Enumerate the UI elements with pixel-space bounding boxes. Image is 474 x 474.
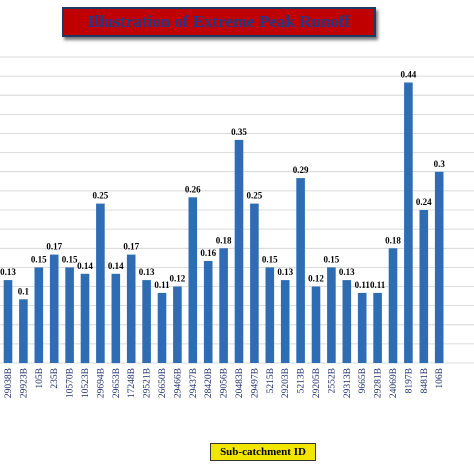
- bar: [388, 248, 398, 364]
- category-tick-label: 8197B: [404, 368, 414, 393]
- category-tick-label: 9665B: [358, 368, 368, 393]
- bar: [296, 178, 305, 363]
- bar: [419, 210, 429, 363]
- data-label: 0.14: [108, 261, 124, 271]
- category-tick-label: 29694B: [96, 368, 106, 398]
- bar: [142, 280, 151, 363]
- data-label: 0.15: [262, 254, 278, 264]
- chart-title-box: Illustration of Extreme Peak Runoff: [62, 7, 376, 37]
- bar: [126, 254, 136, 363]
- category-tick-label: 24069B: [389, 368, 399, 398]
- bar: [234, 139, 244, 363]
- category-tick-label: 8481B: [420, 368, 430, 393]
- data-label: 0.11: [355, 280, 371, 290]
- bar: [265, 267, 275, 363]
- category-tick-label: 29281B: [374, 368, 384, 398]
- tick-labels: 29038B 29923B 105B 235B 10570B 10523B 29694B 29…: [4, 368, 445, 398]
- category-tick-label: 5213B: [297, 368, 307, 393]
- category-tick-label: 17248B: [127, 368, 137, 398]
- x-axis-label: Sub-catchment ID: [220, 446, 306, 458]
- bar: [34, 267, 44, 363]
- bar: [49, 254, 59, 363]
- bar: [373, 292, 382, 363]
- category-tick-label: 105B: [35, 368, 45, 389]
- category-tick-label: 20483B: [235, 368, 245, 398]
- category-tick-label: 29205B: [312, 368, 322, 398]
- category-tick-label: 29038B: [4, 368, 14, 398]
- data-label: 0.14: [77, 261, 93, 271]
- bar: [311, 286, 321, 363]
- data-labels: 0.130.10.150.170.150.140.250.140.170.130…: [0, 70, 445, 297]
- category-tick-label: 106B: [435, 368, 445, 389]
- bar: [434, 171, 444, 364]
- data-label: 0.12: [308, 274, 324, 284]
- data-label: 0.11: [154, 280, 170, 290]
- data-label: 0.18: [216, 235, 232, 245]
- bar: [327, 267, 336, 363]
- category-tick-label: 29056B: [220, 368, 230, 398]
- data-label: 0.11: [370, 280, 386, 290]
- data-label: 0.44: [401, 70, 417, 80]
- bar: [3, 280, 13, 363]
- bar: [280, 280, 290, 363]
- data-label: 0.13: [139, 267, 155, 277]
- category-tick-label: 10523B: [81, 368, 91, 398]
- data-label: 0.29: [293, 165, 309, 175]
- category-tick-label: 28420B: [204, 368, 214, 398]
- bar: [65, 267, 74, 363]
- bar: [188, 197, 198, 364]
- data-label: 0.13: [277, 267, 293, 277]
- bar: [157, 292, 167, 363]
- bar: [342, 280, 352, 363]
- data-label: 0.35: [231, 127, 247, 137]
- category-tick-label: 29466B: [173, 368, 183, 398]
- bar: [96, 203, 105, 363]
- data-label: 0.13: [0, 267, 16, 277]
- data-label: 0.12: [170, 274, 186, 284]
- bar: [250, 203, 259, 363]
- category-tick-label: 29521B: [143, 368, 153, 398]
- category-tick-label: 29203B: [281, 368, 291, 398]
- category-tick-label: 29313B: [343, 368, 353, 398]
- data-label: 0.15: [62, 254, 78, 264]
- data-label: 0.18: [385, 235, 401, 245]
- category-tick-label: 5215B: [266, 368, 276, 393]
- category-tick-label: 10570B: [66, 368, 76, 398]
- x-axis-label-box: Sub-catchment ID: [210, 443, 316, 461]
- data-label: 0.15: [324, 254, 340, 264]
- bar: [219, 248, 228, 364]
- bar: [80, 273, 90, 364]
- data-label: 0.3: [434, 159, 446, 169]
- category-tick-label: 29497B: [250, 368, 260, 398]
- bar: [173, 286, 182, 363]
- category-tick-label: 2552B: [327, 368, 337, 393]
- bars: [3, 82, 444, 364]
- chart-title: Illustration of Extreme Peak Runoff: [87, 12, 351, 31]
- data-label: 0.17: [123, 242, 139, 252]
- bar: [404, 82, 413, 363]
- data-label: 0.25: [93, 191, 109, 201]
- data-label: 0.26: [185, 184, 201, 194]
- category-tick-label: 29923B: [19, 368, 29, 398]
- data-label: 0.17: [46, 242, 62, 252]
- data-label: 0.13: [339, 267, 355, 277]
- category-tick-label: 29653B: [112, 368, 122, 398]
- bar: [203, 261, 213, 363]
- category-tick-label: 26650B: [158, 368, 168, 398]
- data-label: 0.15: [31, 254, 47, 264]
- data-label: 0.24: [416, 197, 432, 207]
- bar: [357, 292, 367, 363]
- category-tick-label: 29437B: [189, 368, 199, 398]
- bar: [19, 299, 28, 364]
- bar: [111, 273, 121, 364]
- data-label: 0.16: [200, 248, 216, 258]
- category-tick-label: 235B: [50, 368, 60, 389]
- data-label: 0.1: [18, 286, 30, 296]
- data-label: 0.25: [247, 191, 263, 201]
